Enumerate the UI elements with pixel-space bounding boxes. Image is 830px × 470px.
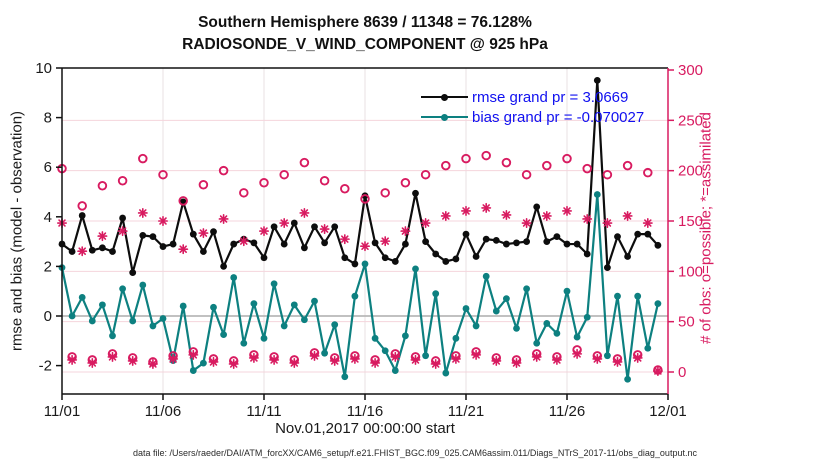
- data-file-caption: data file: /Users/raeder/DAI/ATM_forcXX/…: [133, 448, 697, 458]
- svg-text:12/01: 12/01: [649, 403, 687, 420]
- chart-title-line1: Southern Hemisphere 8639 / 11348 = 76.12…: [198, 14, 532, 31]
- svg-text:11/21: 11/21: [448, 403, 484, 420]
- svg-text:11/11: 11/11: [246, 403, 281, 420]
- chart-titles: Southern Hemisphere 8639 / 11348 = 76.12…: [62, 14, 668, 54]
- legend-item-rmse: rmse grand pr = 3.0669: [421, 87, 644, 107]
- svg-text:300: 300: [678, 62, 703, 79]
- legend-bias-label: bias grand pr = -0.070027: [472, 108, 645, 126]
- svg-text:6: 6: [44, 159, 52, 176]
- svg-text:10: 10: [35, 60, 52, 77]
- svg-text:0: 0: [44, 308, 52, 325]
- chart-legend: rmse grand pr = 3.0669 bias grand pr = -…: [421, 87, 644, 127]
- chart-title-line2: RADIOSONDE_V_WIND_COMPONENT @ 925 hPa: [182, 36, 548, 53]
- left-axis-label: rmse and bias (model - observation): [8, 110, 26, 352]
- svg-text:11/26: 11/26: [549, 403, 585, 420]
- svg-text:100: 100: [678, 263, 703, 280]
- svg-text:150: 150: [678, 213, 703, 230]
- svg-text:0: 0: [678, 364, 686, 381]
- x-axis-label: Nov.01,2017 00:00:00 start: [275, 420, 455, 437]
- svg-text:11/01: 11/01: [44, 403, 80, 420]
- legend-item-bias: bias grand pr = -0.070027: [421, 107, 644, 127]
- right-axis-label: # of obs: o=possible; *=assimilated: [697, 112, 715, 344]
- svg-text:4: 4: [44, 209, 52, 226]
- svg-text:50: 50: [678, 314, 695, 331]
- svg-text:11/06: 11/06: [145, 403, 181, 420]
- svg-text:2: 2: [44, 258, 52, 275]
- legend-rmse-label: rmse grand pr = 3.0669: [472, 88, 629, 106]
- svg-text:11/16: 11/16: [347, 403, 383, 420]
- legend-bias-marker-icon: [421, 107, 468, 127]
- legend-rmse-marker-icon: [421, 87, 468, 107]
- svg-text:250: 250: [678, 112, 703, 129]
- svg-text:8: 8: [44, 110, 52, 127]
- svg-text:-2: -2: [39, 358, 52, 375]
- svg-text:200: 200: [678, 163, 703, 180]
